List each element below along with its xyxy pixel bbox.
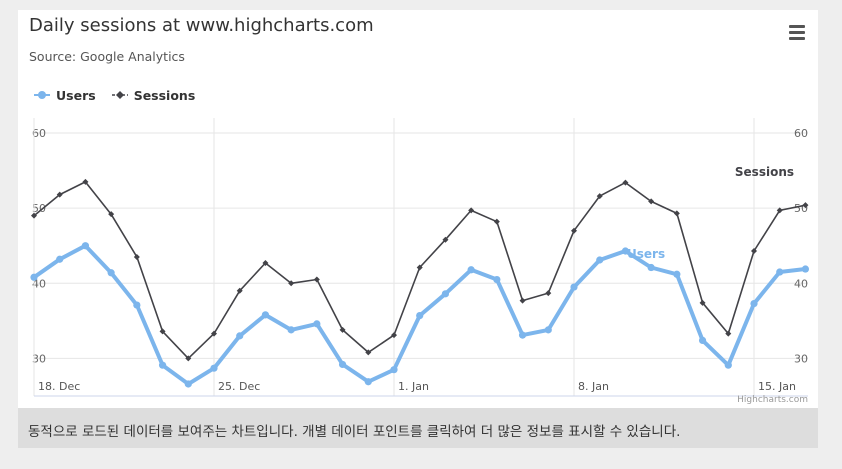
menu-bar bbox=[789, 37, 805, 40]
data-point-users bbox=[390, 366, 398, 374]
data-point-users bbox=[570, 283, 578, 291]
data-point-sessions bbox=[493, 218, 500, 225]
data-point-users bbox=[261, 311, 270, 319]
y-tick-label-right: 60 bbox=[794, 127, 808, 140]
legend-label-users: Users bbox=[56, 87, 96, 103]
data-point-users bbox=[776, 268, 784, 276]
y-tick-label-right: 40 bbox=[794, 277, 808, 290]
data-point-sessions bbox=[416, 264, 423, 271]
data-point-sessions bbox=[622, 179, 629, 186]
data-point-sessions bbox=[699, 299, 706, 306]
legend-item-users[interactable]: Users bbox=[34, 88, 96, 103]
data-point-sessions bbox=[288, 280, 295, 287]
hamburger-menu-icon[interactable] bbox=[785, 22, 809, 42]
chart-container: 30 30 40 40 50 50 60 60 18. Dec 25. Dec 1. Jan 8. J… bbox=[18, 10, 818, 408]
x-tick-label: 15. Jan bbox=[758, 380, 796, 393]
legend-symbol-sessions bbox=[111, 91, 128, 99]
data-point-sessions bbox=[211, 330, 217, 337]
y-tick-label-left: 60 bbox=[32, 127, 46, 140]
legend-label-sessions: Sessions bbox=[133, 87, 196, 103]
data-point-sessions bbox=[725, 330, 732, 337]
data-point-sessions bbox=[468, 207, 475, 214]
data-point-sessions bbox=[391, 332, 397, 339]
data-point-sessions bbox=[133, 254, 140, 260]
data-point-users bbox=[184, 380, 192, 388]
data-point-users bbox=[621, 247, 630, 255]
menu-bar bbox=[789, 31, 805, 34]
data-point-users bbox=[698, 336, 707, 344]
x-tick-label: 25. Dec bbox=[218, 380, 260, 393]
data-point-sessions bbox=[776, 207, 783, 214]
data-point-sessions bbox=[82, 178, 89, 185]
legend-item-sessions[interactable]: Sessions bbox=[111, 87, 196, 103]
chart-title: Daily sessions at www.highcharts.com bbox=[29, 15, 374, 36]
data-point-sessions bbox=[262, 260, 269, 267]
data-point-sessions bbox=[313, 276, 320, 283]
menu-bar bbox=[789, 25, 805, 28]
data-point-users bbox=[338, 360, 347, 369]
data-point-users bbox=[81, 242, 90, 250]
data-point-sessions bbox=[56, 191, 63, 198]
data-point-users bbox=[673, 270, 681, 278]
data-point-sessions bbox=[802, 202, 809, 209]
series-label-sessions: Sessions bbox=[735, 165, 794, 179]
data-point-users bbox=[750, 299, 758, 308]
data-point-users bbox=[287, 326, 295, 334]
data-point-sessions bbox=[519, 297, 526, 304]
data-point-sessions bbox=[673, 210, 680, 217]
data-point-users bbox=[364, 378, 372, 386]
data-point-users bbox=[107, 269, 115, 277]
credits-link[interactable]: Highcharts.com bbox=[737, 395, 808, 405]
y-tick-label-left: 30 bbox=[32, 352, 46, 365]
data-point-sessions bbox=[596, 193, 603, 200]
chart-caption: 동적으로 로드된 데이터를 보여주는 차트입니다. 개별 데이터 포인트를 클릭… bbox=[18, 408, 818, 448]
data-point-sessions bbox=[545, 290, 552, 297]
chart-subtitle: Source: Google Analytics bbox=[29, 49, 185, 64]
data-point-sessions bbox=[751, 247, 757, 254]
data-point-users bbox=[647, 263, 655, 272]
data-point-users bbox=[724, 361, 732, 369]
x-tick-label: 1. Jan bbox=[398, 380, 429, 393]
data-point-users bbox=[236, 332, 244, 340]
data-point-sessions bbox=[159, 328, 166, 335]
data-point-users bbox=[210, 364, 218, 372]
data-point-users bbox=[518, 331, 527, 339]
data-point-sessions bbox=[31, 212, 37, 219]
data-point-users bbox=[596, 256, 604, 264]
data-point-users bbox=[801, 265, 810, 273]
data-point-users bbox=[441, 290, 450, 298]
caption-text: 동적으로 로드된 데이터를 보여주는 차트입니다. 개별 데이터 포인트를 클릭… bbox=[28, 424, 681, 440]
data-point-sessions bbox=[648, 198, 655, 205]
data-point-users bbox=[467, 266, 475, 274]
data-point-users bbox=[56, 255, 64, 263]
data-point-sessions bbox=[185, 355, 192, 362]
data-point-users bbox=[493, 275, 501, 284]
x-tick-label: 8. Jan bbox=[578, 380, 609, 393]
data-point-users bbox=[544, 326, 552, 334]
data-point-users bbox=[416, 312, 424, 320]
data-point-users bbox=[133, 301, 141, 309]
data-point-users bbox=[30, 273, 38, 281]
data-point-sessions bbox=[236, 287, 243, 294]
data-point-sessions bbox=[365, 349, 372, 356]
data-point-sessions bbox=[571, 227, 577, 234]
data-point-users bbox=[313, 320, 321, 328]
series-label-users: Users bbox=[627, 247, 665, 261]
legend-symbol-users bbox=[34, 91, 50, 99]
y-tick-label-left: 50 bbox=[32, 202, 46, 215]
data-point-sessions bbox=[108, 211, 115, 218]
data-point-users bbox=[158, 361, 167, 369]
x-tick-label: 18. Dec bbox=[38, 380, 80, 393]
legend: Users Sessions bbox=[34, 86, 195, 104]
data-point-sessions bbox=[339, 326, 346, 333]
y-tick-label-right: 30 bbox=[794, 352, 808, 365]
data-point-sessions bbox=[442, 236, 449, 243]
